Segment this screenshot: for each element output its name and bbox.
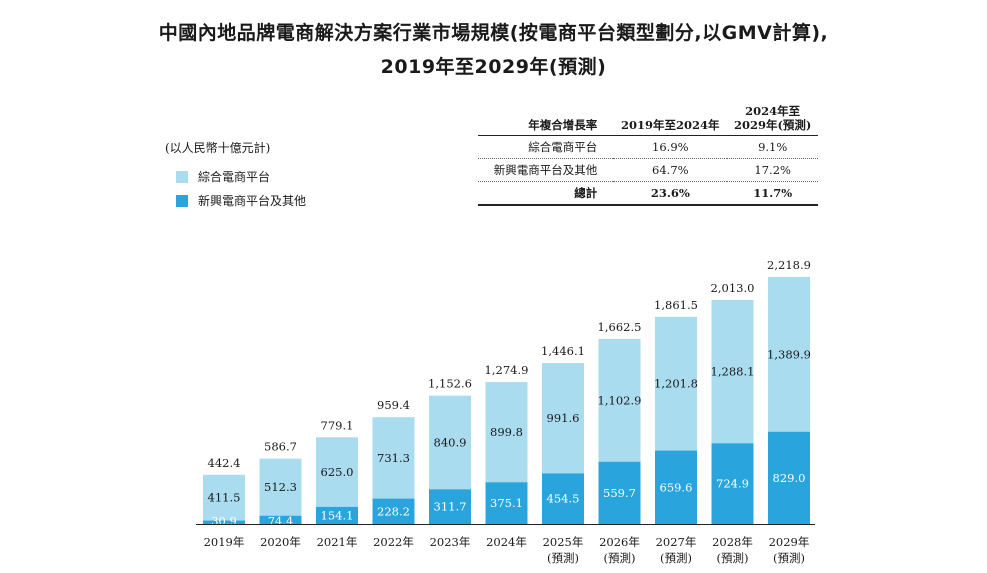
x-tick-label: 2019年	[204, 535, 245, 549]
cagr-header-col2: 2024年至 2029年(預測)	[727, 102, 818, 136]
cagr-header-col2-line2: 2029年(預測)	[733, 118, 812, 132]
bar-value-general: 625.0	[321, 465, 354, 479]
cagr-header-col1: 2019年至2024年	[613, 102, 728, 136]
bar-value-emerging: 228.2	[377, 504, 410, 518]
cagr-total-label: 總計	[478, 181, 614, 206]
bar-value-emerging: 30.9	[211, 514, 237, 528]
bar-segment-emerging	[598, 461, 641, 524]
bar-segment-emerging	[259, 515, 302, 524]
bar-value-general: 899.8	[490, 425, 523, 439]
cagr-table: 年複合增長率 2019年至2024年 2024年至 2029年(預測) 綜合電商…	[478, 102, 818, 206]
bar-segment-general	[203, 474, 245, 521]
bar-value-general: 991.6	[547, 411, 580, 425]
bar-value-general: 731.3	[377, 451, 410, 465]
cagr-header-col2-line1: 2024年至	[745, 104, 801, 118]
x-tick-label: 2026年	[599, 535, 640, 549]
x-tick-sublabel: (預測)	[660, 551, 692, 565]
bar-segment-emerging	[429, 489, 471, 524]
bar-value-emerging: 829.0	[773, 471, 806, 485]
bar-value-emerging: 154.1	[321, 508, 354, 522]
bar-value-general: 1,201.8	[654, 377, 698, 391]
x-tick-sublabel: (預測)	[604, 551, 636, 565]
chart-title-line1: 中國內地品牌電商解決方案行業市場規模(按電商平台類型劃分,以GMV計算),	[158, 22, 829, 44]
cagr-row-value: 16.9%	[613, 135, 728, 159]
bar-total-label: 1,152.6	[428, 377, 472, 391]
bar-segment-emerging	[372, 498, 415, 524]
cagr-total-row: 總計 23.6% 11.7%	[478, 181, 818, 206]
x-tick-label: 2020年	[260, 535, 301, 549]
x-tick-sublabel: (預測)	[773, 551, 805, 565]
bar-total-label: 442.4	[208, 456, 241, 470]
x-tick-label: 2025年	[543, 535, 584, 549]
bar-segment-emerging	[203, 520, 245, 524]
bar-value-general: 1,288.1	[711, 365, 755, 379]
bar-value-emerging: 311.7	[434, 500, 467, 514]
bar-value-general: 411.5	[208, 491, 241, 505]
bar-value-general: 840.9	[434, 435, 467, 449]
bar-segment-emerging	[542, 473, 584, 524]
bar-total-label: 1,662.5	[598, 320, 642, 334]
bar-segment-general	[655, 316, 697, 451]
bar-total-label: 1,861.5	[654, 298, 698, 312]
bar-segment-general	[598, 338, 641, 462]
bar-value-emerging: 659.6	[660, 480, 693, 494]
bar-segment-emerging	[768, 431, 810, 524]
legend-label-general: 綜合電商平台	[198, 170, 271, 184]
x-tick-label: 2021年	[317, 535, 358, 549]
unit-label: (以人民幣十億元計)	[165, 141, 271, 155]
cagr-total-value: 11.7%	[727, 181, 818, 206]
bar-value-emerging: 559.7	[603, 486, 636, 500]
x-tick-label: 2027年	[656, 535, 697, 549]
cagr-row: 新興電商平台及其他 64.7% 17.2%	[478, 158, 818, 182]
bar-total-label: 779.1	[321, 418, 354, 432]
x-tick-label: 2028年	[712, 535, 753, 549]
cagr-row-value: 9.1%	[727, 135, 818, 159]
bar-segment-general	[485, 382, 528, 483]
bar-segment-general	[316, 437, 358, 507]
bar-segment-emerging	[711, 443, 754, 524]
bar-segment-emerging	[316, 506, 358, 524]
bar-segment-general	[768, 277, 810, 432]
cagr-header-label: 年複合增長率	[478, 102, 614, 136]
bar-total-label: 586.7	[264, 440, 297, 454]
legend-item-emerging: 新興電商平台及其他	[176, 192, 306, 209]
bar-total-label: 1,274.9	[485, 363, 529, 377]
bar-total-label: 959.4	[377, 398, 410, 412]
x-tick-sublabel: (預測)	[547, 551, 579, 565]
bar-segment-general	[372, 417, 415, 499]
cagr-row-value: 17.2%	[727, 158, 818, 182]
bar-value-general: 512.3	[264, 480, 297, 494]
legend-swatch-general	[176, 170, 188, 183]
bar-segment-general	[711, 299, 754, 444]
bar-value-general: 1,102.9	[598, 393, 642, 407]
chart-title-line2: 2019年至2029年(預測)	[380, 56, 607, 78]
cagr-row-label: 新興電商平台及其他	[478, 158, 614, 182]
bar-value-emerging: 454.5	[547, 492, 580, 506]
x-tick-label: 2029年	[769, 535, 810, 549]
bar-value-general: 1,389.9	[767, 347, 811, 361]
legend-label-emerging: 新興電商平台及其他	[198, 194, 307, 208]
bar-segment-general	[542, 363, 584, 474]
bar-value-emerging: 724.9	[716, 477, 749, 491]
x-tick-label: 2024年	[486, 535, 527, 549]
cagr-row-label: 綜合電商平台	[478, 135, 614, 159]
bar-value-emerging: 375.1	[490, 496, 523, 510]
bar-total-label: 1,446.1	[541, 344, 585, 358]
bar-total-label: 2,218.9	[767, 258, 811, 272]
cagr-row-value: 64.7%	[613, 158, 728, 182]
bar-segment-emerging	[655, 450, 697, 524]
bar-segment-general	[429, 395, 471, 490]
bar-segment-emerging	[485, 482, 528, 524]
legend-item-general: 綜合電商平台	[176, 168, 270, 185]
x-tick-sublabel: (預測)	[717, 551, 749, 565]
bar-total-label: 2,013.0	[711, 281, 755, 295]
x-tick-label: 2023年	[430, 535, 471, 549]
x-tick-label: 2022年	[373, 535, 414, 549]
cagr-row: 綜合電商平台 16.9% 9.1%	[478, 135, 818, 159]
bar-value-emerging: 74.4	[268, 514, 294, 528]
cagr-total-value: 23.6%	[613, 181, 728, 206]
legend-swatch-emerging	[176, 194, 188, 207]
bar-segment-general	[259, 458, 302, 516]
